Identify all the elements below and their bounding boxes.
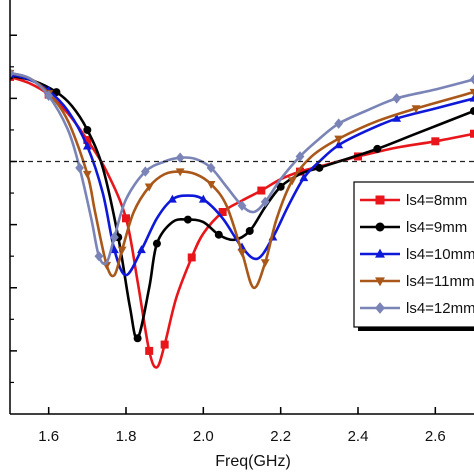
data-point <box>373 144 382 153</box>
series-line <box>10 71 474 290</box>
data-point <box>469 88 474 97</box>
legend-label: ls4=12mm <box>406 300 474 317</box>
data-point <box>260 259 270 268</box>
data-point <box>276 182 285 191</box>
data-point <box>206 162 216 174</box>
data-point <box>94 250 104 262</box>
x-ticks: 1.6 1.8 2.0 2.2 2.4 2.6 <box>38 407 446 445</box>
data-point <box>187 253 196 262</box>
data-point <box>198 194 208 203</box>
data-point <box>175 152 185 163</box>
legend-label: ls4=9mm <box>406 219 467 236</box>
data-point <box>299 173 309 182</box>
data-point <box>75 162 84 174</box>
x-tick-label: 2.6 <box>425 428 446 445</box>
data-point <box>470 107 474 115</box>
data-point <box>122 214 130 223</box>
data-point <box>175 168 185 177</box>
data-point <box>469 93 474 102</box>
data-point <box>117 246 127 255</box>
legend-label: ls4=10mm <box>406 246 474 263</box>
legend-label: ls4=8mm <box>406 192 467 209</box>
x-tick-label: 2.2 <box>270 428 291 445</box>
data-point <box>334 118 344 129</box>
data-point <box>469 74 474 85</box>
legend-swatch-marker <box>375 302 385 314</box>
data-point <box>145 346 154 355</box>
data-point <box>287 177 297 186</box>
data-point <box>83 136 92 145</box>
data-point <box>44 90 54 102</box>
series-line <box>10 71 474 266</box>
data-point <box>237 200 247 211</box>
x-tick-label: 1.6 <box>38 428 59 445</box>
y-ticks <box>10 34 17 384</box>
x-axis-title: Freq(GHz) <box>215 453 291 470</box>
data-point <box>10 67 15 79</box>
data-point <box>392 113 402 122</box>
legend-swatch-marker <box>375 222 385 232</box>
data-point <box>245 226 254 235</box>
data-point <box>260 196 270 208</box>
data-point <box>137 245 146 254</box>
data-point <box>183 215 192 224</box>
legend-swatch-marker <box>375 248 385 258</box>
legend-label: ls4=11mm <box>406 273 474 290</box>
data-point <box>160 340 169 349</box>
data-point <box>218 208 227 216</box>
plot-series <box>10 67 474 369</box>
legend-swatch-marker <box>375 277 385 287</box>
data-point <box>82 170 92 179</box>
x-tick-label: 2.0 <box>193 428 214 445</box>
data-point <box>206 181 216 190</box>
data-point <box>295 151 305 162</box>
data-point <box>110 245 119 254</box>
series-4 <box>10 69 474 290</box>
data-point <box>83 125 92 134</box>
x-tick-label: 1.8 <box>116 428 137 445</box>
data-point <box>144 183 154 192</box>
data-point <box>411 105 421 114</box>
x-tick-label: 2.4 <box>348 428 369 445</box>
series-5 <box>10 67 474 266</box>
legend: ls4=8mm ls4=9mm ls4=10mm ls4=11mm ls4=12mm <box>353 181 474 331</box>
data-point <box>334 140 344 149</box>
legend-swatch-marker <box>375 195 385 205</box>
data-point <box>152 239 161 248</box>
axes <box>9 0 474 415</box>
data-point <box>82 141 92 150</box>
data-point <box>110 232 119 243</box>
data-point <box>237 249 247 258</box>
legend-shadow <box>358 327 474 331</box>
data-point <box>257 186 266 195</box>
data-point <box>392 93 402 104</box>
data-point <box>470 129 474 138</box>
data-point <box>168 194 177 203</box>
data-point <box>334 135 344 144</box>
data-point <box>296 167 304 176</box>
data-point <box>431 137 440 146</box>
data-point <box>133 334 142 343</box>
data-point <box>140 166 150 177</box>
data-point <box>315 163 324 172</box>
data-point <box>214 230 223 239</box>
